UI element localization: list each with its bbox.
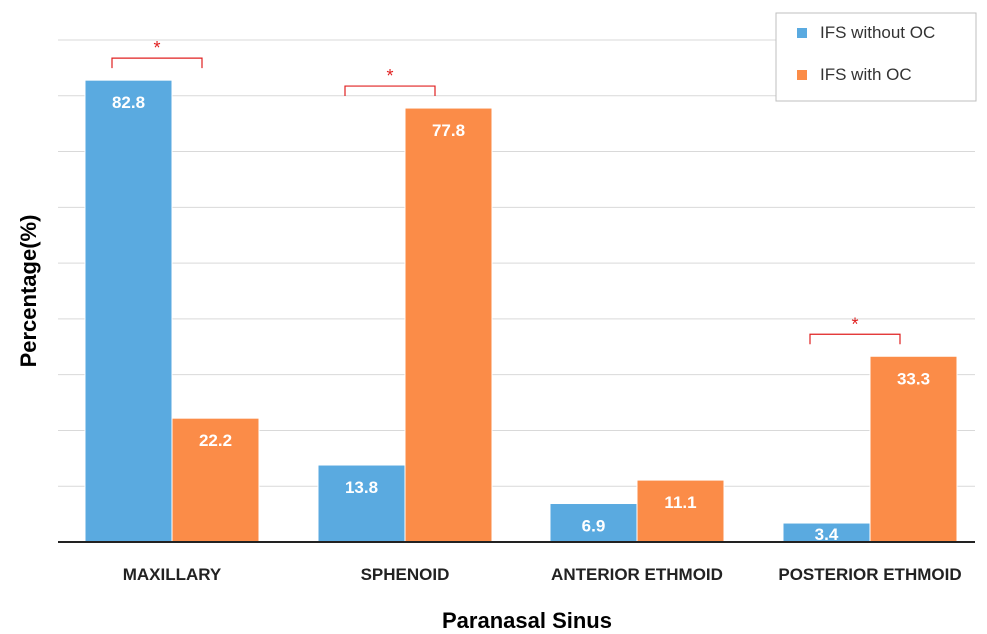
x-tick-labels: MAXILLARY SPHENOID ANTERIOR ETHMOID POSTERI… — [123, 565, 962, 584]
y-axis-title: Percentage(%) — [16, 215, 41, 368]
legend-swatch — [797, 70, 807, 80]
significance-bracket — [111, 57, 203, 69]
significance-star: * — [153, 38, 160, 58]
bars-group: 82.8 22.2 13.8 77.8 6.9 11.1 3.4 33.3 — [84, 79, 958, 544]
bar-value-label: 33.3 — [897, 369, 930, 388]
bar — [84, 79, 173, 543]
x-tick-label: ANTERIOR ETHMOID — [551, 565, 723, 584]
legend-box — [775, 12, 977, 102]
bar — [317, 464, 406, 543]
bar-value-label: 77.8 — [432, 121, 465, 140]
x-axis-title: Paranasal Sinus — [442, 608, 612, 633]
significance-bracket — [344, 85, 436, 97]
bar-value-label: 11.1 — [664, 493, 696, 512]
bar-value-label: 82.8 — [112, 93, 145, 112]
legend: IFS without OC IFS with OC — [775, 12, 977, 102]
x-tick-label: MAXILLARY — [123, 565, 222, 584]
bar-value-label: 22.2 — [199, 431, 232, 450]
legend-swatch — [797, 28, 807, 38]
significance-star: * — [851, 314, 858, 334]
significance-bracket — [809, 333, 901, 345]
bar — [404, 107, 493, 543]
bar-value-label: 3.4 — [815, 525, 839, 544]
bar — [171, 417, 260, 543]
bar — [869, 355, 958, 543]
x-tick-label: SPHENOID — [361, 565, 450, 584]
significance-star: * — [386, 66, 393, 86]
significance-annotations: * * * — [111, 38, 901, 345]
legend-label: IFS with OC — [820, 65, 912, 84]
bar-value-label: 13.8 — [345, 478, 378, 497]
x-tick-label: POSTERIOR ETHMOID — [778, 565, 961, 584]
bar-value-label: 6.9 — [582, 517, 606, 536]
legend-label: IFS without OC — [820, 23, 935, 42]
